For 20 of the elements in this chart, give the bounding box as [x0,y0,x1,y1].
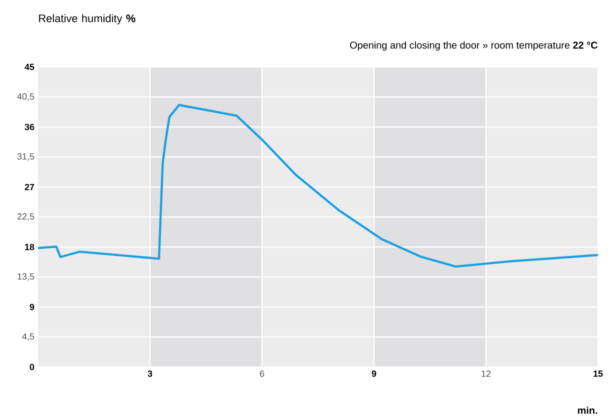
x-tick-label: 9 [372,370,376,377]
x-tick-label: 15 [594,370,603,377]
y-tick-label: 31,5 [17,153,34,161]
x-tick-label: 12 [482,370,491,377]
y-tick-label: 22,5 [17,213,34,221]
y-tick-label: 4,5 [22,333,34,341]
y-tick-label: 18 [25,244,34,250]
x-tick-label: 3 [148,370,152,377]
chart-subtitle: Opening and closing the door » room temperature 22 °C [350,41,598,51]
x-axis-title: min. [578,406,598,414]
x-tick-label: 6 [260,370,264,377]
y-tick-label: 45 [24,64,34,70]
y-tick-label: 9 [30,304,34,310]
y-tick-label: 36 [24,124,34,130]
y-tick-label: 0 [30,364,34,370]
y-tick-label: 13,5 [18,273,34,281]
y-axis-title: Relative humidity % [39,14,136,24]
y-tick-label: 27 [24,184,34,190]
line-series [36,104,600,268]
y-tick-label: 40,5 [17,93,34,101]
